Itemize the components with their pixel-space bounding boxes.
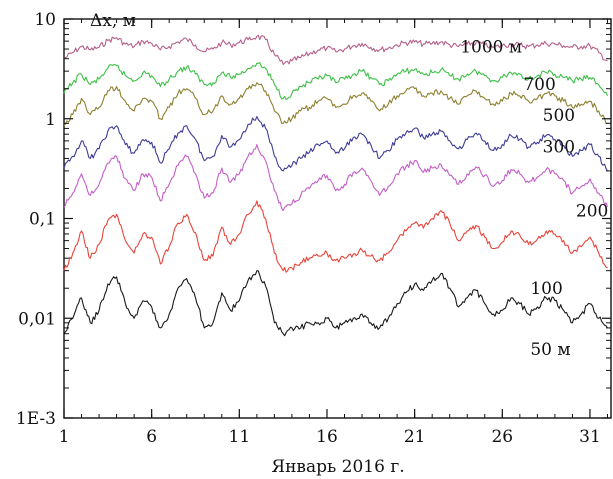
y-tick-label: 1 <box>45 110 56 130</box>
y-tick-label: 1E-3 <box>16 409 56 429</box>
x-tick-label: 11 <box>229 427 251 447</box>
series-layer <box>63 34 609 337</box>
x-tick-label: 31 <box>579 427 601 447</box>
x-tick-label: 1 <box>59 427 70 447</box>
x-axis-ticks: 1 6 11 16 21 26 31 <box>59 19 608 447</box>
series-line <box>63 61 609 101</box>
series-line <box>63 200 608 273</box>
series-label: 300 <box>543 137 575 157</box>
series-label: 100 <box>530 279 562 299</box>
series-line <box>63 34 608 66</box>
series-label: 700 <box>523 75 555 95</box>
series-label: 500 <box>543 106 575 126</box>
x-tick-label: 26 <box>491 427 513 447</box>
x-tick-label: 21 <box>404 427 426 447</box>
x-tick-label: 16 <box>316 427 338 447</box>
y-axis-ticks: 1E-3 0,01 0,1 1 10 <box>16 10 611 429</box>
series-label: 200 <box>576 201 608 221</box>
series-label: 50 м <box>530 340 570 360</box>
series-label: 1000 м <box>460 38 522 58</box>
series-line <box>63 270 608 337</box>
x-tick-label: 6 <box>146 427 157 447</box>
x-axis-title: Январь 2016 г. <box>271 457 404 477</box>
y-tick-label: 0,1 <box>29 210 56 230</box>
y-axis-title: Δx, м <box>90 11 136 31</box>
series-line <box>63 82 608 127</box>
y-tick-label: 10 <box>34 10 56 30</box>
series-line <box>63 144 609 212</box>
y-tick-label: 0,01 <box>18 309 56 329</box>
series-line <box>63 116 608 172</box>
